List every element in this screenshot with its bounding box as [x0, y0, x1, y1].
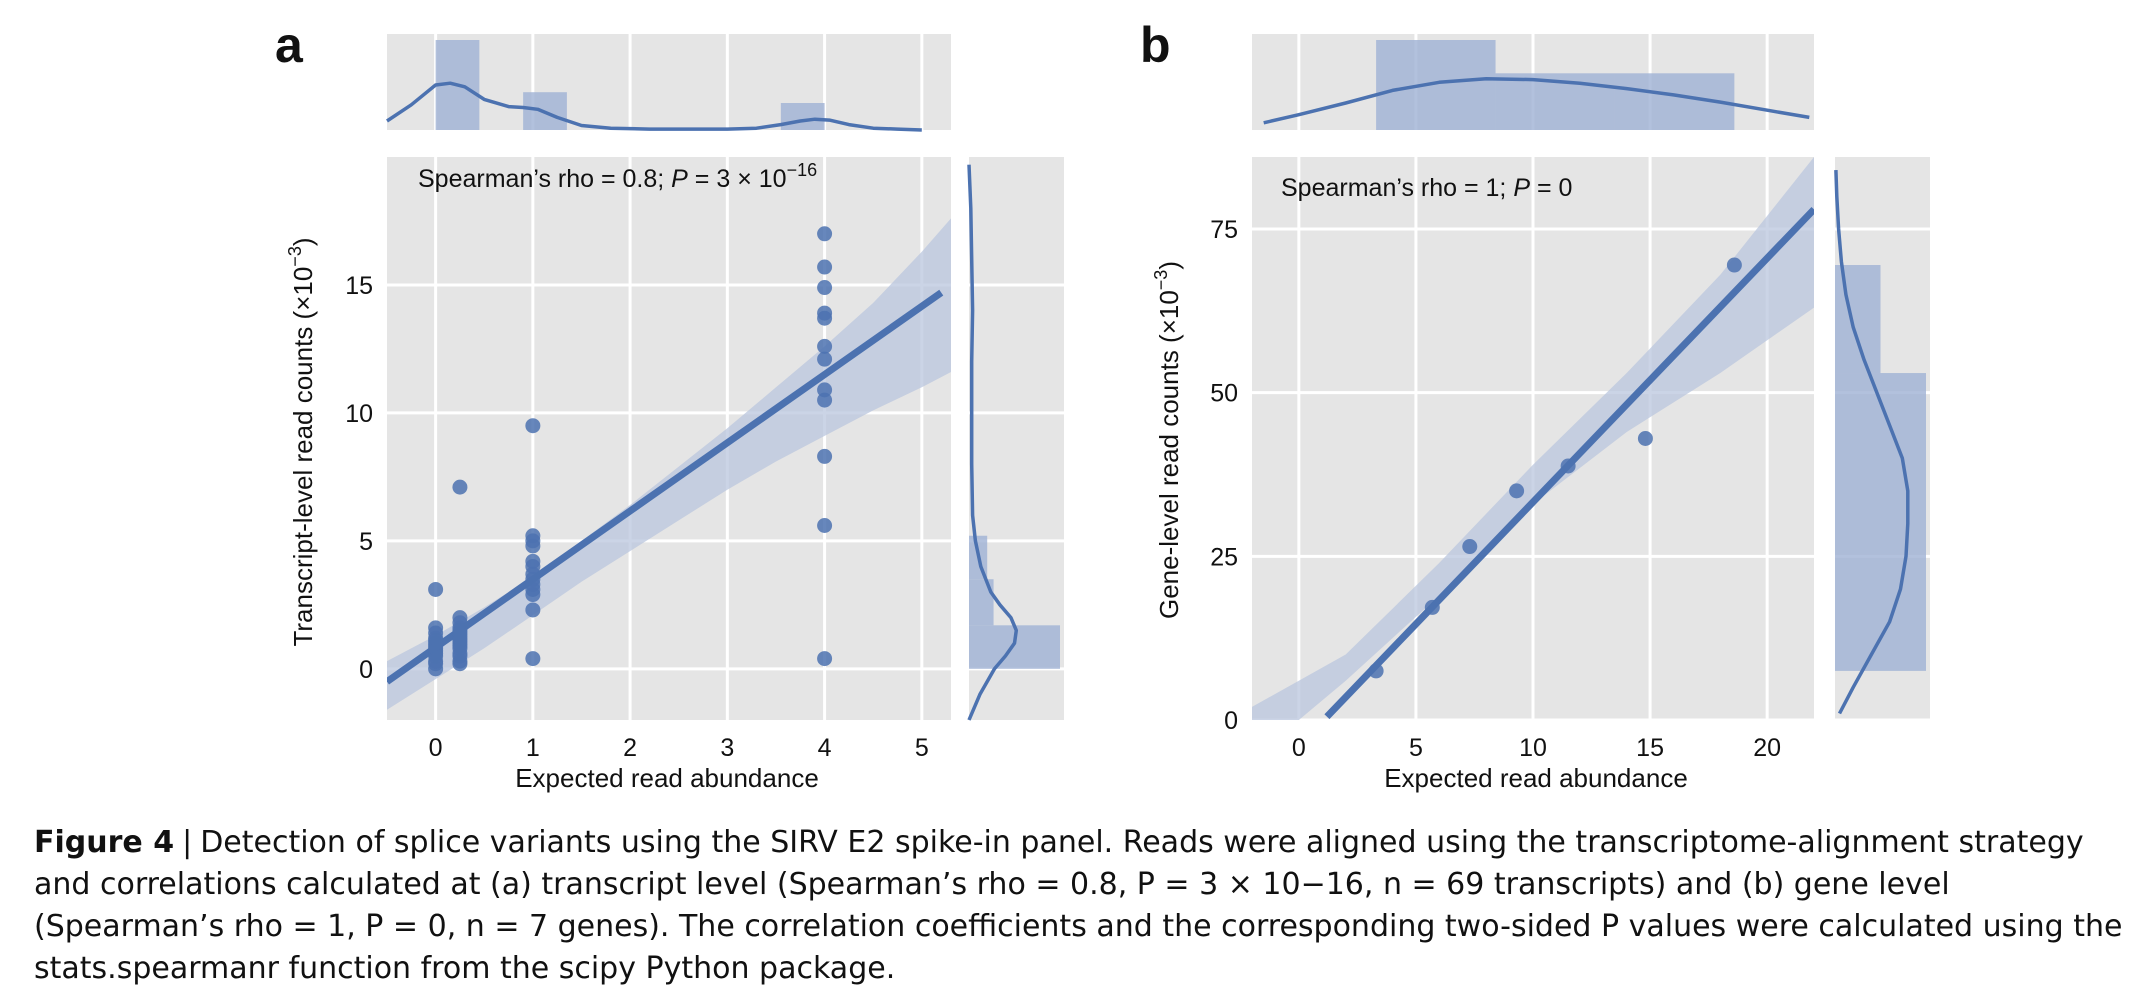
panel-label-a: a [275, 17, 304, 73]
x-tick-label: 4 [818, 734, 832, 762]
panel-b-x-axis-label: Expected read abundance [1384, 763, 1688, 793]
data-point [817, 305, 833, 321]
y-tick-label: 0 [1224, 707, 1238, 735]
marginal-y-kde-curve [967, 164, 1019, 721]
data-point [525, 528, 541, 544]
marginal-y-kde-curve [1834, 170, 1910, 715]
data-point [525, 418, 541, 434]
marginal-y-hist-bar [1835, 373, 1926, 671]
x-tick-label: 0 [1292, 734, 1306, 762]
marginal-x-kde-curve [1263, 76, 1810, 125]
panel-b-y-axis-label: Gene-level read counts (×10−3) [1151, 261, 1184, 619]
panel-b: b 0 5 10 15 20 0 25 50 75 Spearman’s rho = 1; P … [1140, 17, 1930, 793]
panel-b-spearman-annotation: Spearman’s rho = 1; P = 0 [1281, 174, 1572, 202]
data-point [1368, 663, 1384, 679]
caption-text: Detection of splice variants using the S… [34, 825, 2123, 986]
x-tick-label: 5 [915, 734, 929, 762]
data-point [817, 226, 833, 242]
data-point [1424, 599, 1440, 615]
marginal-y-hist-bar [1835, 265, 1881, 374]
data-point [817, 518, 833, 534]
panel-a-x-axis-label: Expected read abundance [515, 763, 819, 793]
x-tick-label: 5 [1409, 734, 1423, 762]
data-point [525, 651, 541, 667]
y-tick-label: 10 [345, 400, 373, 428]
data-point [817, 448, 833, 464]
x-tick-label: 3 [720, 734, 734, 762]
y-tick-label: 25 [1210, 543, 1238, 571]
data-point [1462, 539, 1478, 555]
panel-a-spearman-annotation: Spearman’s rho = 0.8; P = 3 × 10−16 [418, 160, 817, 193]
panel-b-marginal-x [1252, 34, 1814, 130]
data-point [1560, 458, 1576, 474]
panel-a-scatter-plot: 0 1 2 3 4 5 0 5 10 15 [345, 157, 951, 762]
data-point [452, 610, 468, 626]
caption-figure-label: Figure 4 [34, 825, 175, 860]
panel-label-b: b [1140, 17, 1171, 73]
marginal-x-area [387, 34, 951, 130]
data-point [817, 338, 833, 354]
data-point [817, 382, 833, 398]
y-tick-label: 75 [1210, 216, 1238, 244]
x-tick-label: 0 [429, 734, 443, 762]
caption-separator: | [182, 825, 193, 860]
y-tick-label: 50 [1210, 380, 1238, 408]
marginal-x-hist-bar [1376, 40, 1496, 130]
x-tick-label: 2 [623, 734, 637, 762]
data-point [452, 479, 468, 495]
data-point [817, 651, 833, 667]
y-tick-label: 15 [345, 272, 373, 300]
x-tick-label: 10 [1519, 734, 1547, 762]
y-tick-label: 5 [359, 528, 373, 556]
data-point [428, 581, 444, 597]
figure-caption: Figure 4 | Detection of splice variants us… [34, 822, 2124, 990]
x-tick-label: 1 [526, 734, 540, 762]
marginal-x-hist-bar [780, 103, 825, 130]
panel-a-marginal-y [967, 157, 1064, 721]
marginal-x-kde-curve [386, 81, 922, 132]
panel-b-marginal-y [1834, 157, 1930, 722]
data-point [817, 351, 833, 367]
regression-line [387, 289, 944, 685]
y-tick-label: 0 [359, 656, 373, 684]
x-tick-label: 15 [1636, 734, 1664, 762]
data-point [817, 280, 833, 296]
panel-a-marginal-x [386, 34, 951, 132]
data-point [1509, 483, 1525, 499]
panel-a-y-axis-label: Transcript-level read counts (×10−3) [285, 237, 318, 646]
panel-a: a 0 1 2 3 4 5 0 5 10 15 Spearman’s rho = 0.8; P =… [275, 17, 1064, 793]
data-point [428, 620, 444, 636]
data-point [817, 259, 833, 275]
data-point [1726, 257, 1742, 273]
data-point [1637, 431, 1653, 446]
data-point [525, 553, 541, 569]
x-tick-label: 20 [1753, 734, 1781, 762]
data-point [525, 602, 541, 618]
panel-b-scatter-plot: 0 5 10 15 20 0 25 50 75 [1210, 157, 1814, 762]
